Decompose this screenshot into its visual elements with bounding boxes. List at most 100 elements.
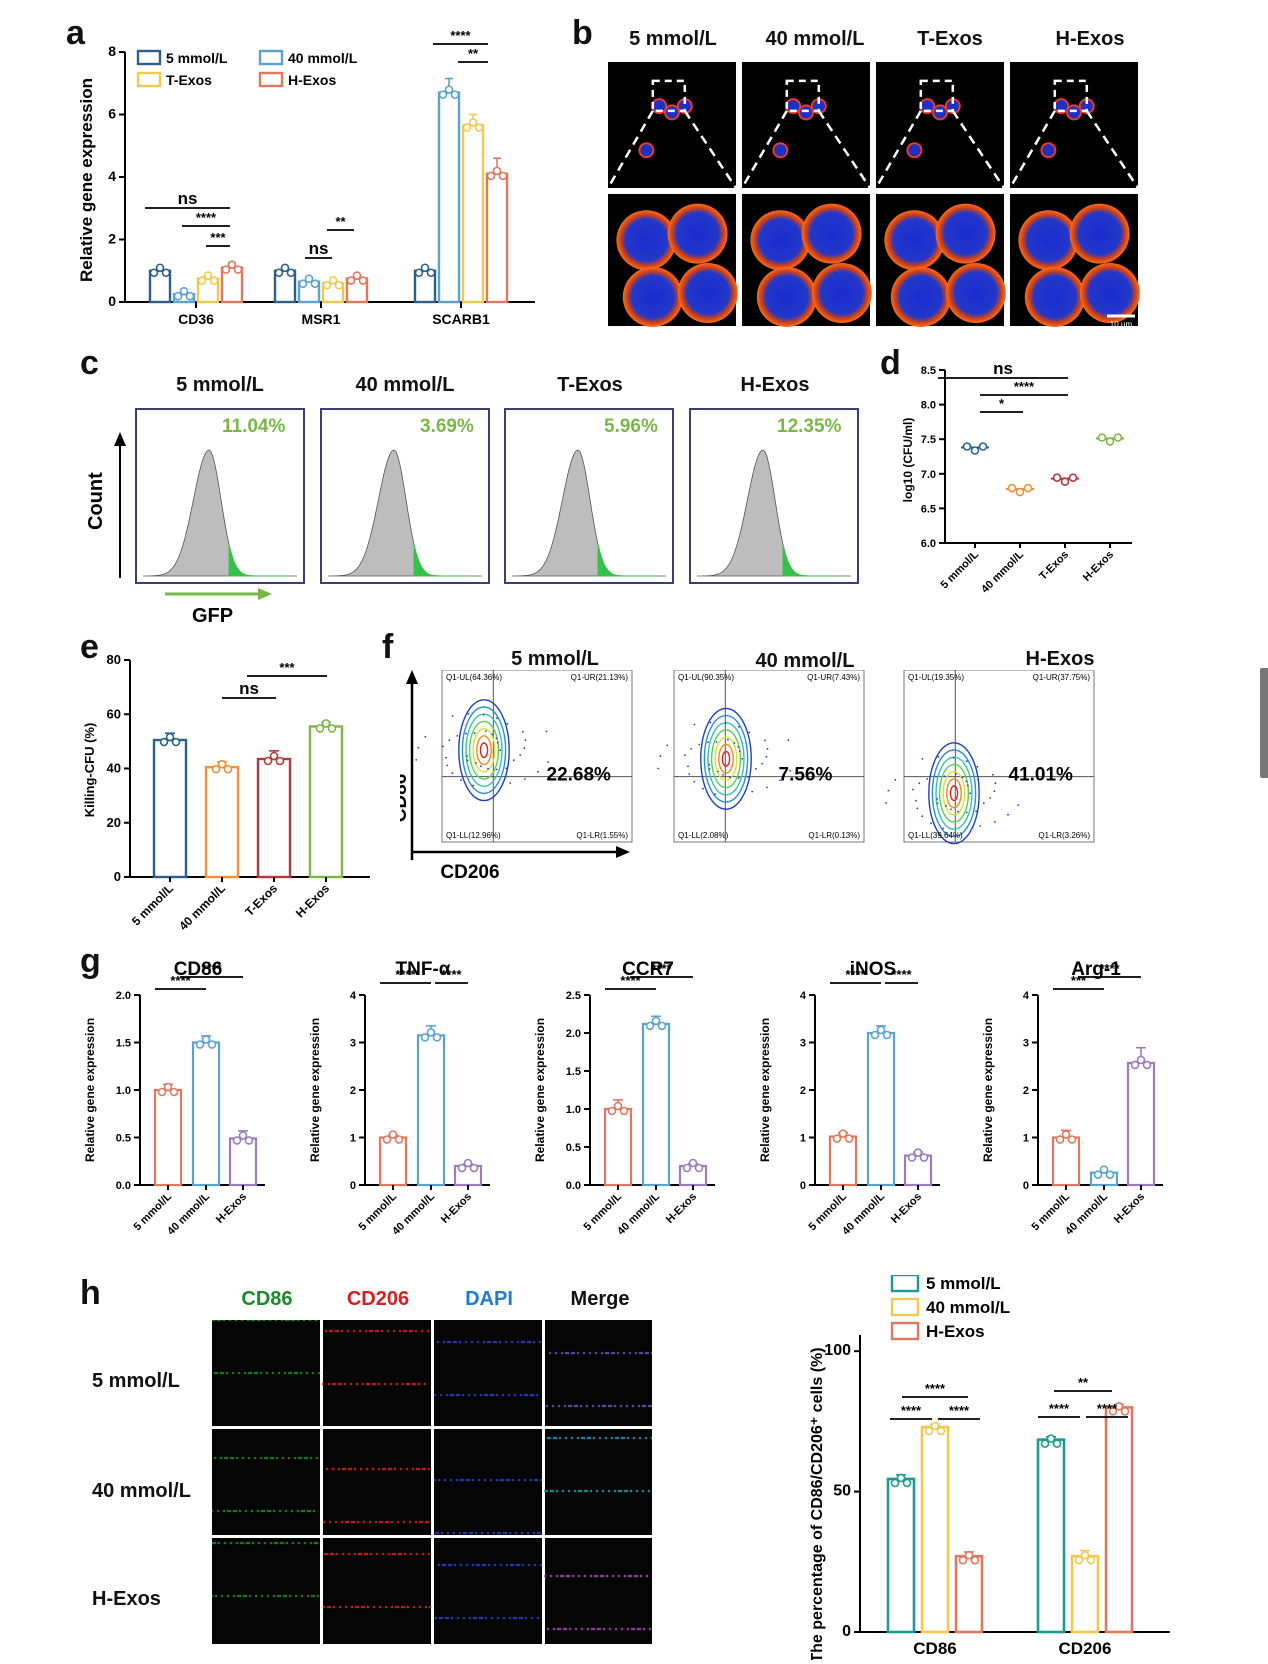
cell-dot [399,1467,403,1471]
event-dot [708,763,711,766]
cell-dot [504,1531,508,1535]
cell-dot [308,1320,312,1322]
cell-dot [402,1605,406,1609]
cell-dot [555,1574,559,1578]
cell-dot [366,1605,370,1609]
cell-dot [406,1605,410,1609]
data-point [195,1040,205,1049]
data-point [1105,437,1115,446]
panel-label-a: a [66,14,85,52]
cell-dot [332,1605,336,1609]
cell-dot [499,1478,503,1482]
cell-dot [321,1382,325,1386]
contour [476,735,492,766]
sig-a-cd36-4: **** [196,210,217,225]
event-dot [512,759,515,762]
cell-dot [508,1531,512,1535]
y-tick-label: 1.0 [116,1085,131,1097]
cell-dot [569,1404,573,1408]
event-dot [424,735,427,738]
cell-dot [570,1436,574,1440]
cell-dot [250,1320,254,1322]
cell-dot [649,1404,652,1408]
cell-dot [439,1393,443,1397]
cell-dot [507,1393,511,1397]
y-tick-label: 1 [350,1133,356,1145]
cell-dot [521,1563,525,1567]
cell-dot [451,1393,455,1397]
event-dot [547,761,550,763]
cell-dot [350,1520,354,1524]
cell-dot [328,1605,332,1609]
data-point [1136,1055,1146,1065]
event-dot [523,747,526,750]
cell-dot [515,1563,519,1567]
event-dot [698,743,701,746]
cell-dot [472,1616,476,1620]
event-dot [937,756,940,758]
cell-dot [276,1594,280,1598]
cell-dot [247,1371,251,1375]
event-dot [993,790,996,793]
cell-dot [262,1320,266,1322]
cell-dot [296,1320,300,1322]
x-tick-label: H-Exos [214,1191,249,1226]
scrollbar-tab[interactable] [1260,668,1268,778]
cell-dot [246,1320,250,1322]
cell-dot [464,1340,468,1344]
cell-dot [226,1594,230,1598]
cell-dot [370,1329,374,1333]
cell-dot [352,1520,356,1524]
data-point [358,276,368,285]
cell-dot [336,1329,340,1333]
cell-dot [277,1371,281,1375]
cell-dot [556,1627,560,1631]
micro-h-tile [212,1429,320,1535]
y-tick-label: 7.5 [921,434,936,446]
bar-5 mmol/L [1051,1136,1081,1187]
histogram-gfp-positive [782,544,841,577]
cell-dot [501,1478,505,1482]
x-tick-label: H-Exos [889,1191,924,1226]
cell-dot [254,1594,258,1598]
cell-dot [552,1627,556,1631]
event-dot [766,747,769,750]
cell-dot [403,1552,407,1556]
cell-dot [585,1489,589,1493]
event-dot [961,776,964,779]
bar-CD86-2 [954,1554,984,1634]
data-point [382,1135,392,1144]
data-point [346,276,356,285]
data-point [420,263,430,273]
data-point [970,446,980,455]
chart-e: 0 20 40 60 80 Killing-CFU (%) 5 mmol/L 40 mmol/… [82,652,370,930]
flow-plot-3 [903,670,1095,843]
data-point [207,1040,217,1049]
cell-dot [567,1489,571,1493]
cell-dot [592,1627,596,1631]
y-tick-label: 4 [350,990,357,1002]
event-dot [748,731,751,734]
event-dot [915,799,917,802]
event-dot [737,726,740,728]
cell-dot [433,1393,437,1397]
cell-dot [594,1351,598,1355]
event-dot [466,759,469,762]
cell-dot [601,1489,605,1493]
cell-dot [558,1627,562,1631]
cell-dot [229,1456,233,1460]
cell-dot [441,1563,445,1567]
cell-dot [238,1509,242,1513]
cell-dot [241,1541,245,1545]
cell-dot [625,1489,629,1493]
cell-dot [235,1456,239,1460]
cell-large [616,210,677,271]
cell-dot [258,1320,262,1322]
data-point [388,1130,398,1139]
cell-dot [459,1563,463,1567]
cell-dot [421,1552,425,1556]
microscopy-grid-b: 10 μm [607,62,1140,329]
cell-dot [502,1616,506,1620]
cell-dot [374,1520,378,1524]
